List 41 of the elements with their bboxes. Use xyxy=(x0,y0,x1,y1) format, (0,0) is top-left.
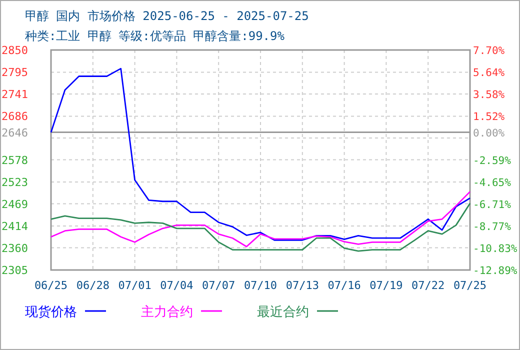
y-tick-label: 2686 xyxy=(2,110,28,124)
y2-tick-label: -6.71% xyxy=(473,198,512,211)
y2-tick-label: -12.89% xyxy=(473,265,518,277)
legend-label: 主力合约 xyxy=(141,304,193,320)
y-tick-label: 2741 xyxy=(2,88,28,101)
y-tick-label: 2578 xyxy=(2,154,28,167)
y-tick-label: 2360 xyxy=(2,242,28,255)
x-tick-label: 07/19 xyxy=(370,279,403,292)
x-tick-label: 07/22 xyxy=(412,279,445,292)
x-tick-label: 07/04 xyxy=(160,279,194,292)
y2-tick-label: -2.59% xyxy=(473,154,512,167)
y2-tick-label: -4.65% xyxy=(473,176,512,189)
y2-tick-label: -8.77% xyxy=(473,220,512,233)
y2-tick-label: 3.58% xyxy=(473,89,506,102)
y2-tick-label: 0.00% xyxy=(473,127,506,140)
y-tick-label: 2414 xyxy=(2,220,28,233)
y-tick-label: 2305 xyxy=(2,264,28,277)
x-tick-label: 06/28 xyxy=(76,279,110,292)
legend-label: 最近合约 xyxy=(257,305,309,320)
x-tick-label: 07/10 xyxy=(244,279,278,292)
legend-label: 现货价格 xyxy=(25,305,77,320)
y2-tick-label: 5.64% xyxy=(473,67,506,80)
y2-tick-label: -10.83% xyxy=(473,242,518,255)
y2-tick-label: 1.52% xyxy=(473,111,506,124)
y-tick-label: 2795 xyxy=(2,66,28,80)
y-tick-label: 2469 xyxy=(2,198,28,211)
x-tick-label: 07/13 xyxy=(286,279,319,292)
y2-tick-label: 7.70% xyxy=(473,45,506,57)
y-tick-label: 2646 xyxy=(2,126,28,140)
chart-subtitle: 种类:工业 甲醇 等级:优等品 甲醇含量:99.9% xyxy=(25,29,286,43)
line-series xyxy=(50,190,471,248)
x-tick-label: 06/25 xyxy=(34,279,68,292)
x-tick-label: 07/16 xyxy=(328,279,361,292)
y-tick-label: 2523 xyxy=(2,176,28,189)
line-series xyxy=(50,202,471,252)
chart-title: 甲醇 国内 市场价格 2025-06-25 - 2025-07-25 xyxy=(25,9,309,23)
x-tick-label: 07/01 xyxy=(118,279,152,292)
x-tick-label: 07/25 xyxy=(453,279,487,292)
y-tick-label: 2850 xyxy=(2,44,28,57)
x-tick-label: 07/07 xyxy=(202,279,236,292)
line-series xyxy=(50,68,471,241)
